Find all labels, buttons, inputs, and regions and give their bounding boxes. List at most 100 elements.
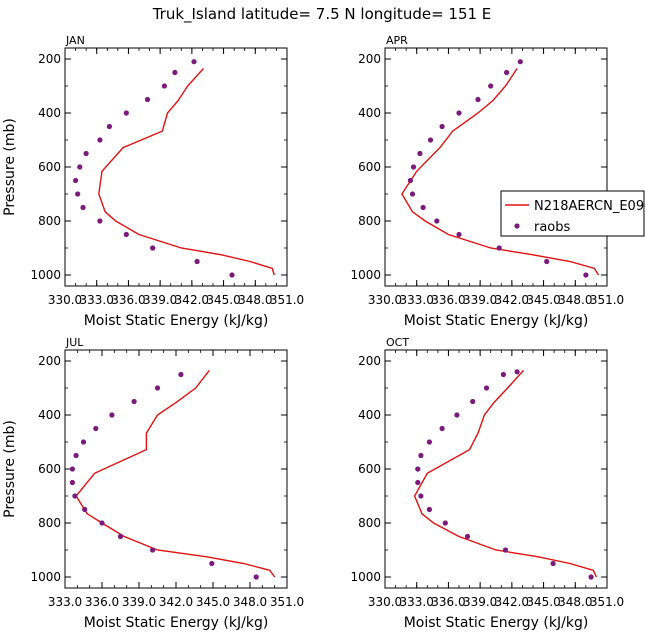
panel-oct-obs-point bbox=[588, 574, 594, 580]
panel-jul-yticks: 200 400 600 800 1000 bbox=[30, 354, 287, 584]
panel-jul-xticks: 333.0 336.0 339.0 342.0 345.0 348.0 351.0 bbox=[48, 350, 304, 609]
panel-jul-xlabel: Moist Static Energy (kJ/kg) bbox=[84, 615, 269, 631]
panel-jan-obs-point bbox=[77, 164, 83, 170]
panel-jul-ylabel: Pressure (mb) bbox=[2, 420, 18, 518]
panel-oct-xtick-label: 345.0 bbox=[526, 595, 560, 609]
panel-jan-obs-point bbox=[123, 110, 129, 116]
panel-jan: JAN 330.0333.0336.0339.0342.0345.0348.03… bbox=[2, 34, 304, 329]
panel-jan-obs-point bbox=[106, 123, 112, 130]
panel-oct-obs-point bbox=[514, 369, 520, 375]
panel-jul-obs-point bbox=[131, 398, 137, 405]
panel-jan-obs-point bbox=[229, 272, 235, 278]
panel-apr-obs-point bbox=[496, 245, 502, 251]
panel-jan-obs-point bbox=[194, 258, 200, 265]
panel-apr-ytick-label: 200 bbox=[358, 52, 381, 66]
panel-jan-ylabel: Pressure (mb) bbox=[2, 118, 18, 216]
panel-jul-obs-point bbox=[150, 547, 156, 553]
panel-jul-xtick-label: 348.0 bbox=[233, 595, 267, 609]
panel-jan-xlabel: Moist Static Energy (kJ/kg) bbox=[84, 313, 269, 329]
panel-oct-obs-point bbox=[464, 533, 471, 540]
panel-jan-obs-point bbox=[97, 137, 103, 143]
panel-oct-xtick-label: 336.0 bbox=[431, 595, 465, 609]
panel-oct-title: OCT bbox=[386, 336, 409, 349]
panel-apr-obs-point bbox=[409, 191, 416, 197]
panel-apr-xtick-label: 348.0 bbox=[558, 293, 592, 307]
panel-jan-ytick-label: 800 bbox=[38, 214, 61, 228]
panel-apr-xtick-label: 333.0 bbox=[400, 293, 434, 307]
panel-oct-ytick-label: 800 bbox=[358, 516, 381, 530]
panel-oct-xtick-label: 348.0 bbox=[558, 595, 592, 609]
panel-apr-obs-point bbox=[583, 272, 589, 278]
panel-oct-xtick-label: 333.0 bbox=[400, 595, 434, 609]
panel-apr-ytick-label: 400 bbox=[358, 106, 381, 120]
panel-oct-obs-point bbox=[470, 398, 476, 405]
panel-oct-obs-point bbox=[502, 547, 509, 553]
panel-oct-xtick-label: 339.0 bbox=[463, 595, 497, 609]
panel-apr-obs-point bbox=[420, 204, 426, 211]
panel-oct-xlabel: Moist Static Energy (kJ/kg) bbox=[404, 615, 589, 631]
panel-oct-obs-point bbox=[442, 520, 448, 526]
panel-jul-obs-point bbox=[73, 452, 79, 459]
figure-title: Truk_Island latitude= 7.5 N longitude= 1… bbox=[152, 5, 492, 24]
panel-apr-marks bbox=[401, 59, 600, 278]
panel-jul-obs-point bbox=[69, 479, 75, 486]
panel-apr-xtick-label: 330.0 bbox=[368, 293, 402, 307]
panel-jan-xtick-label: 333.0 bbox=[80, 293, 114, 307]
panel-jul-obs-point bbox=[109, 412, 115, 418]
panel-oct-obs-point bbox=[439, 425, 445, 432]
panel-oct-obs-point bbox=[550, 560, 556, 567]
panel-apr-obs-point bbox=[456, 231, 462, 238]
panel-jul-obs-point bbox=[178, 371, 184, 378]
panel-apr-obs-point bbox=[504, 69, 510, 76]
panel-apr-obs-point bbox=[475, 96, 481, 103]
panel-jul-ytick-label: 600 bbox=[38, 462, 61, 476]
panel-apr-title: APR bbox=[386, 34, 408, 47]
panel-jan-obs-point bbox=[123, 231, 129, 238]
legend: N218AERCN_E09 raobs bbox=[500, 190, 645, 237]
panel-apr-ytick-label: 1000 bbox=[350, 268, 381, 282]
panel-jan-xtick-label: 342.0 bbox=[175, 293, 209, 307]
panel-jul-obs-point bbox=[72, 493, 78, 499]
panel-jul-ytick-label: 400 bbox=[38, 408, 61, 422]
panel-jul-obs-point bbox=[69, 466, 75, 472]
panel-jul-ytick-label: 1000 bbox=[30, 570, 61, 584]
panel-apr-model-line bbox=[401, 68, 600, 276]
panel-oct-obs-point bbox=[418, 452, 424, 459]
panel-jan-obs-point bbox=[172, 69, 178, 76]
panel-jul-title: JUL bbox=[65, 336, 84, 349]
panel-oct-model-line bbox=[413, 369, 598, 578]
panel-oct-ytick-label: 1000 bbox=[350, 570, 381, 584]
panel-jan-xtick-label: 348.0 bbox=[238, 293, 272, 307]
panel-jul-xtick-label: 339.0 bbox=[122, 595, 156, 609]
panel-jul: JUL 333.0 336.0 339.0 342.0 345.0 348.0 351.0 … bbox=[2, 336, 304, 631]
legend-obs-marker bbox=[514, 223, 520, 229]
panel-jan-xtick-label: 351.0 bbox=[270, 293, 304, 307]
panel-apr-xtick-label: 342.0 bbox=[495, 293, 529, 307]
panel-apr-xlabel: Moist Static Energy (kJ/kg) bbox=[404, 313, 589, 329]
panel-jan-ytick-label: 600 bbox=[38, 160, 61, 174]
panel-apr-frame bbox=[384, 47, 608, 287]
panel-jan-yticks: 200 400 600 800 1000 bbox=[30, 52, 287, 282]
panel-oct-xtick-label: 330.0 bbox=[368, 595, 402, 609]
panel-jul-xtick-label: 351.0 bbox=[270, 595, 304, 609]
panel-apr-xtick-label: 339.0 bbox=[463, 293, 497, 307]
panel-apr-yticks: 200 400 600 800 1000 bbox=[350, 52, 607, 282]
panel-jul-obs-point bbox=[154, 385, 161, 391]
legend-model-label: N218AERCN_E09 bbox=[534, 199, 644, 214]
panel-jul-xtick-label: 336.0 bbox=[85, 595, 119, 609]
panel-jul-ytick-label: 200 bbox=[38, 354, 61, 368]
panel-apr-xtick-label: 336.0 bbox=[431, 293, 465, 307]
panel-jan-obs-point bbox=[80, 204, 86, 211]
panel-apr-obs-point bbox=[488, 83, 494, 89]
panel-oct-obs-point bbox=[415, 466, 421, 472]
panel-oct-obs-point bbox=[415, 479, 421, 486]
panel-apr-ytick-label: 600 bbox=[358, 160, 381, 174]
panel-oct: OCT 330.0333.0336.0339.0342.0345.0348.03… bbox=[350, 336, 624, 631]
panel-oct-obs-point bbox=[483, 385, 490, 391]
panel-oct-xtick-label: 351.0 bbox=[590, 595, 624, 609]
panel-jan-obs-point bbox=[191, 59, 197, 65]
panel-apr-obs-point bbox=[456, 110, 462, 116]
